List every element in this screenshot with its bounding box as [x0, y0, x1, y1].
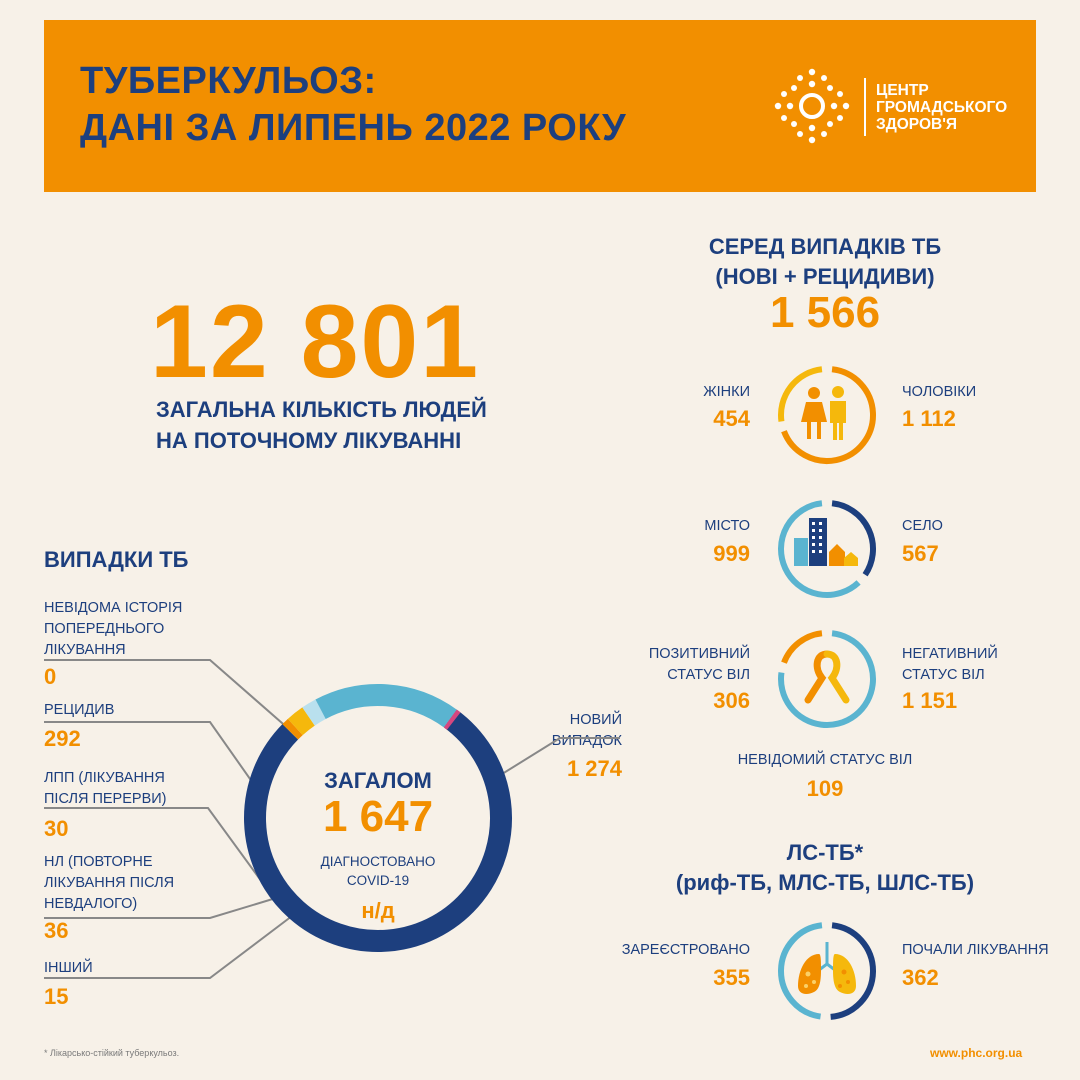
donut-segments — [244, 684, 512, 952]
covid-line-2: COVID-19 — [346, 873, 410, 888]
relapse-value: 292 — [44, 726, 81, 751]
unknown-line-2: ПОПЕРЕДНЬОГО — [44, 621, 165, 637]
new-line-1: НОВИЙ — [569, 712, 622, 728]
donut-center-label: ЗАГАЛОМ — [324, 768, 432, 793]
among-title-line-2: (НОВІ + РЕЦИДИВИ) — [715, 264, 935, 289]
registered-value: 355 — [713, 965, 750, 990]
among-title-line-1: СЕРЕД ВИПАДКІВ ТБ — [708, 234, 942, 259]
ring-location-arc-1 — [778, 500, 861, 598]
lpp-label: ЛПП (ЛІКУВАННЯ ПІСЛЯ ПЕРЕРВИ) — [44, 768, 167, 810]
women-value: 454 — [713, 406, 750, 431]
total-treatment-value: 12 801 — [150, 284, 481, 400]
dr-tb-title-line-1: ЛС-ТБ* — [786, 840, 864, 865]
donut-segment-4 — [315, 684, 457, 728]
ring-drtb-arc-1 — [778, 922, 823, 1020]
ring-hiv-arc-0 — [778, 630, 876, 728]
unknown-line-3: ЛІКУВАННЯ — [44, 642, 126, 658]
dr-tb-ring — [778, 922, 876, 1020]
hiv-neg-line-2: СТАТУС ВІЛ — [902, 667, 985, 683]
nl-label: НЛ (ПОВТОРНЕ ЛІКУВАННЯ ПІСЛЯ НЕВДАЛОГО) — [44, 852, 174, 915]
footnote: * Лікарсько-стійкий туберкульоз. — [44, 1048, 180, 1058]
org-name: ЦЕНТР ГРОМАДСЬКОГО ЗДОРОВ'Я — [876, 82, 1007, 133]
ring-hiv-arc-1 — [781, 630, 823, 664]
other-label: ІНШИЙ — [44, 960, 93, 976]
ribbon-icon — [804, 650, 850, 704]
covid-label: ДІАГНОСТОВАНО COVID-19 — [298, 852, 458, 890]
hiv-unknown-value: 109 — [806, 776, 844, 801]
lpp-line-2: ПІСЛЯ ПЕРЕРВИ) — [44, 791, 167, 807]
village-value: 567 — [902, 541, 939, 566]
city-value: 999 — [713, 541, 750, 566]
city-label: МІСТО — [704, 518, 750, 534]
caption-line-1: ЗАГАЛЬНА КІЛЬКІСТЬ ЛЮДЕЙ — [156, 397, 487, 422]
donut-segment-0 — [244, 709, 512, 952]
lungs-icon — [798, 942, 856, 994]
relapse-label: РЕЦИДИВ — [44, 702, 115, 718]
title-line-2: ДАНІ ЗА ЛИПЕНЬ 2022 РОКУ — [80, 107, 627, 149]
among-cases-total: 1 566 — [769, 288, 881, 337]
hiv-unknown-label: НЕВІДОМИЙ СТАТУС ВІЛ — [737, 752, 913, 768]
logo-divider — [864, 78, 866, 136]
registered-label: ЗАРЕЄСТРОВАНО — [621, 942, 750, 958]
among-cases-title: СЕРЕД ВИПАДКІВ ТБ (НОВІ + РЕЦИДИВИ) — [640, 232, 1010, 292]
phc-logo-icon — [774, 68, 850, 144]
ring-gender-arc-0 — [781, 366, 876, 464]
website-link[interactable]: www.phc.org.ua — [930, 1046, 1023, 1060]
unknown-history-value: 0 — [44, 664, 57, 689]
men-value: 1 112 — [902, 406, 956, 431]
lpp-line-1: ЛПП (ЛІКУВАННЯ — [44, 770, 165, 786]
hiv-negative-value: 1 151 — [902, 688, 958, 713]
started-treatment-value: 362 — [902, 965, 939, 990]
dr-tb-title: ЛС-ТБ* (риф-ТБ, МЛС-ТБ, ШЛС-ТБ) — [620, 838, 1030, 898]
org-line-3: ЗДОРОВ'Я — [876, 116, 958, 133]
donut-center-value: 1 647 — [322, 792, 434, 841]
dr-tb-title-line-2: (риф-ТБ, МЛС-ТБ, ШЛС-ТБ) — [675, 870, 975, 895]
men-label: ЧОЛОВІКИ — [902, 384, 977, 400]
nl-line-2: ЛІКУВАННЯ ПІСЛЯ — [44, 875, 175, 891]
unknown-line-1: НЕВІДОМА ІСТОРІЯ — [44, 600, 183, 616]
org-line-2: ГРОМАДСЬКОГО — [876, 99, 1008, 116]
hiv-positive-label: ПОЗИТИВНИЙ СТАТУС ВІЛ — [600, 644, 750, 686]
ring-gender-arc-1 — [778, 366, 823, 422]
village-label: СЕЛО — [902, 518, 943, 534]
gender-ring — [778, 366, 876, 464]
covid-value: н/д — [361, 898, 395, 923]
donut-segment-5 — [443, 709, 461, 730]
women-label: ЖІНКИ — [703, 384, 750, 400]
started-treatment-label: ПОЧАЛИ ЛІКУВАННЯ — [902, 942, 1049, 958]
lpp-value: 30 — [44, 816, 69, 841]
unknown-history-label: НЕВІДОМА ІСТОРІЯ ПОПЕРЕДНЬОГО ЛІКУВАННЯ — [44, 598, 182, 661]
other-value: 15 — [44, 984, 69, 1009]
total-treatment-caption: ЗАГАЛЬНА КІЛЬКІСТЬ ЛЮДЕЙ НА ПОТОЧНОМУ ЛІ… — [156, 394, 487, 456]
hiv-positive-value: 306 — [713, 688, 750, 713]
nl-value: 36 — [44, 918, 69, 943]
hiv-pos-line-2: СТАТУС ВІЛ — [667, 667, 750, 683]
nl-line-3: НЕВДАЛОГО) — [44, 896, 138, 912]
hiv-neg-line-1: НЕГАТИВНИЙ — [902, 646, 998, 662]
nl-line-1: НЛ (ПОВТОРНЕ — [44, 854, 153, 870]
donut-segment-3 — [302, 699, 326, 726]
page-title: ТУБЕРКУЛЬОЗ: ДАНІ ЗА ЛИПЕНЬ 2022 РОКУ — [80, 58, 626, 152]
hiv-ring — [778, 630, 876, 728]
leader-lines — [44, 659, 620, 979]
covid-line-1: ДІАГНОСТОВАНО — [320, 854, 436, 869]
new-case-value: 1 274 — [566, 756, 622, 781]
buildings-icon — [794, 518, 858, 566]
ring-drtb-arc-0 — [830, 922, 876, 1020]
header-banner — [44, 20, 1036, 192]
donut-segment-1 — [282, 718, 303, 740]
hiv-pos-line-1: ПОЗИТИВНИЙ — [648, 646, 750, 662]
donut-segment-2 — [287, 707, 315, 736]
tb-cases-title: ВИПАДКИ ТБ — [44, 547, 189, 572]
people-icon — [801, 386, 846, 440]
title-line-1: ТУБЕРКУЛЬОЗ: — [80, 60, 377, 102]
ring-location-arc-0 — [831, 500, 876, 577]
org-line-1: ЦЕНТР — [876, 82, 929, 99]
caption-line-2: НА ПОТОЧНОМУ ЛІКУВАННІ — [156, 428, 462, 453]
hiv-negative-label: НЕГАТИВНИЙ СТАТУС ВІЛ — [902, 644, 1062, 686]
location-ring — [778, 500, 876, 598]
tb-cases-donut-chart — [44, 659, 620, 979]
